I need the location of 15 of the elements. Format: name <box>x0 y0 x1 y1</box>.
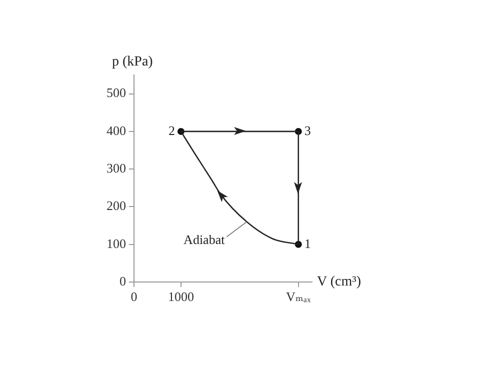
y-tick-label: 200 <box>106 198 126 214</box>
y-tick-label: 0 <box>120 273 126 288</box>
y-tick-label: 500 <box>106 85 126 100</box>
y-axis-title: p (kPa) <box>112 54 154 70</box>
x-tick-label: 0 <box>130 289 138 304</box>
x-tick-label: 1000 <box>168 289 194 304</box>
y-tick-label: 100 <box>106 236 126 251</box>
y-tick-label: 400 <box>106 122 126 138</box>
y-tick-label: 300 <box>106 160 126 176</box>
annotation: 3 <box>304 122 311 138</box>
annotation: Adiabat <box>184 232 226 248</box>
annotation: 2 <box>168 122 175 138</box>
x-tick-label: Vₘₐₓ <box>286 289 311 304</box>
annotation: 1 <box>304 236 311 251</box>
x-axis-title: V (cm³) <box>317 274 362 290</box>
